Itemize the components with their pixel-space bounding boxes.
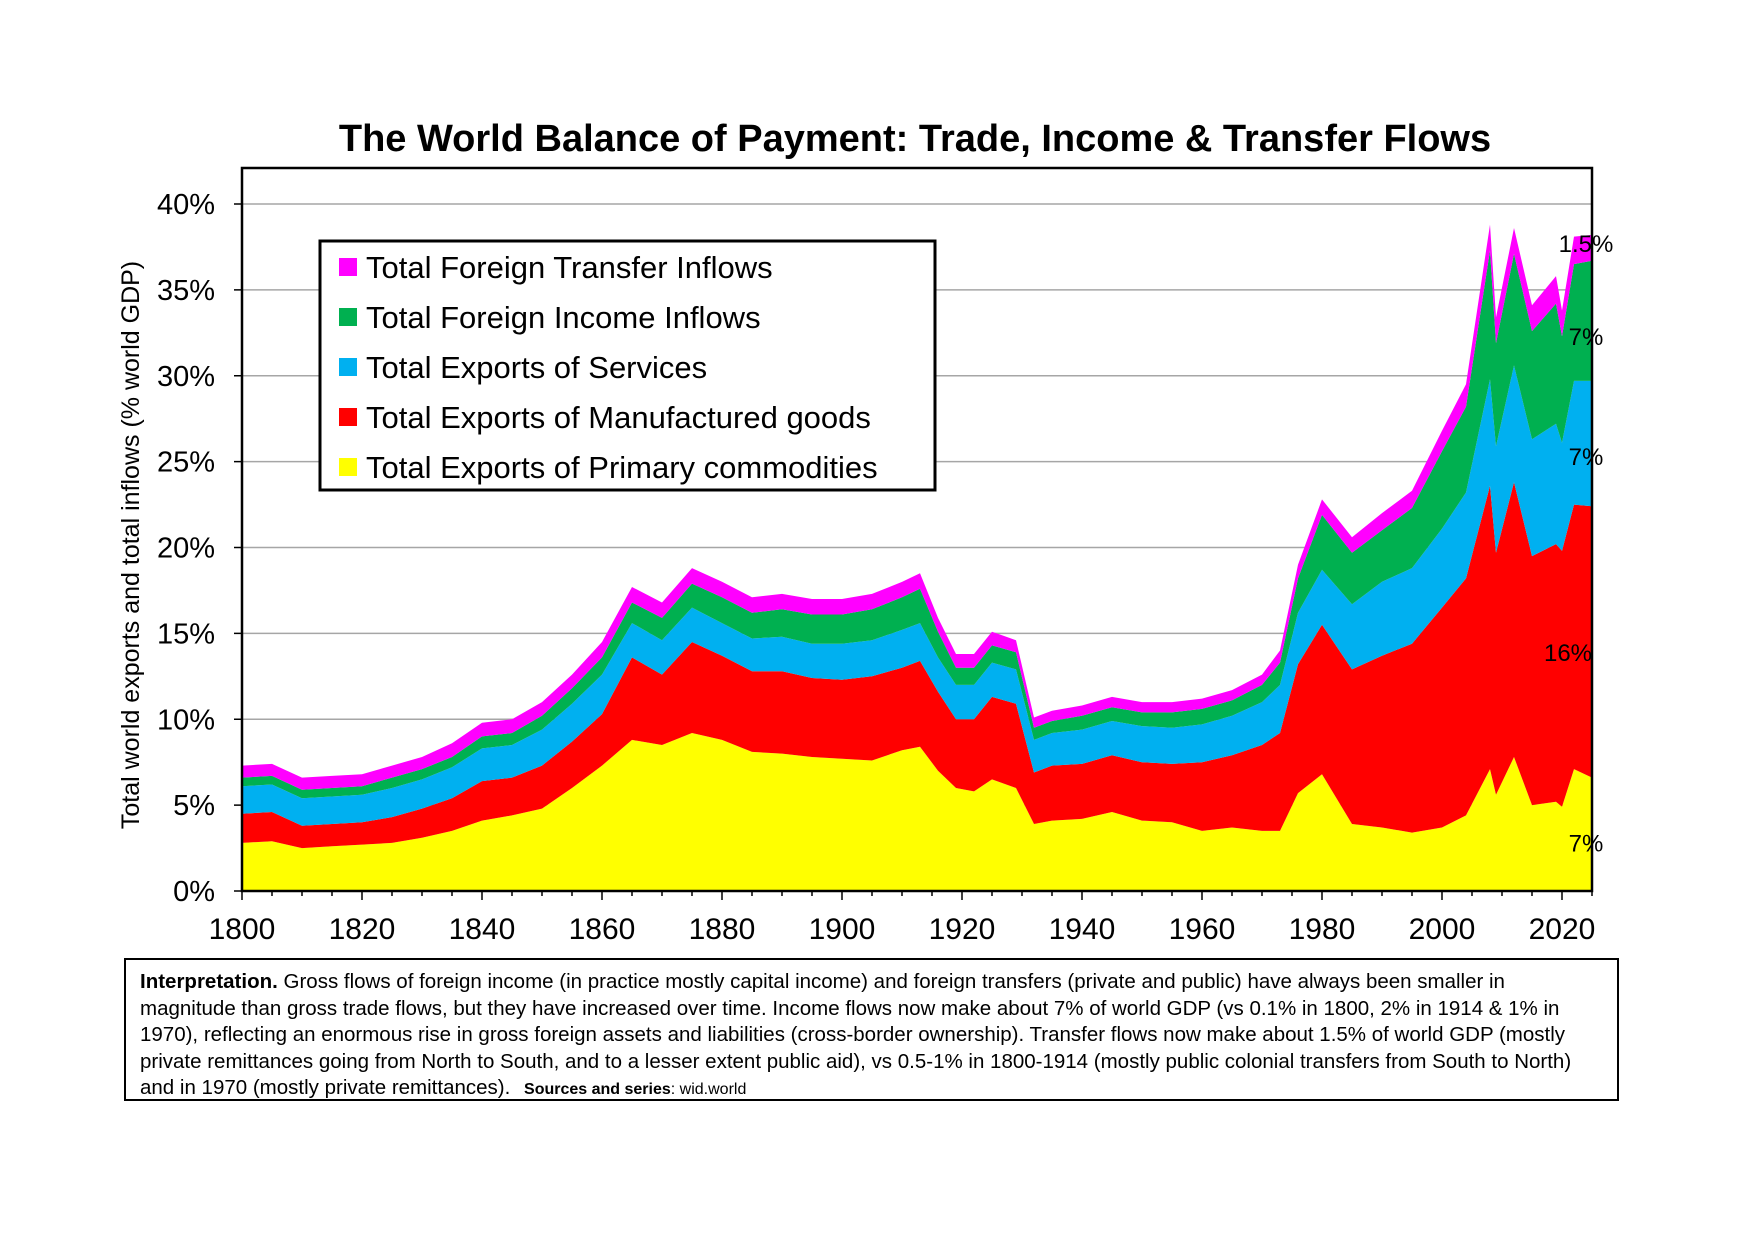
area-series-2 — [242, 365, 1592, 826]
x-tick-label: 1960 — [1169, 913, 1236, 946]
y-axis-label: Total world exports and total inflows (%… — [117, 261, 145, 829]
y-tick-label: 25% — [157, 447, 215, 479]
x-tick-label: 1820 — [329, 913, 396, 946]
value-annotation: 7% — [1569, 830, 1604, 857]
y-tick-label: 0% — [173, 876, 215, 908]
area-series-0 — [242, 733, 1592, 891]
value-annotations: 1.5% 7% 7% 16% 7% — [1544, 231, 1613, 857]
value-annotation: 16% — [1544, 640, 1592, 667]
legend-swatch — [339, 258, 357, 276]
x-tick-label: 1920 — [929, 913, 996, 946]
x-tick-label: 1940 — [1049, 913, 1116, 946]
value-annotation: 1.5% — [1559, 231, 1614, 258]
y-tick-label: 10% — [157, 704, 215, 736]
y-tick-label: 20% — [157, 533, 215, 565]
x-tick-labels: 1800 1820 1840 1860 1880 1900 1920 1940 1960 1980… — [209, 913, 1596, 946]
value-annotation: 7% — [1569, 324, 1604, 351]
legend-swatch — [339, 308, 357, 326]
sources-value: : wid.world — [670, 1081, 747, 1098]
legend-box — [318, 239, 937, 492]
x-tick-label: 1800 — [209, 913, 276, 946]
axes — [234, 166, 1594, 900]
y-tick-label: 30% — [157, 361, 215, 393]
legend-label: Total Exports of Primary commodities — [366, 450, 878, 485]
plot-frame — [240, 166, 1594, 893]
note-body: Gross flows of foreign income (in practi… — [140, 970, 1572, 1099]
legend-swatch — [339, 458, 357, 476]
y-tick-labels: 0% 5% 10% 15% 20% 25% 30% 35% 40% — [157, 189, 215, 908]
note-lead: Interpretation. — [140, 970, 278, 993]
legend-label: Total Foreign Income Inflows — [366, 300, 761, 335]
x-tick-label: 1900 — [809, 913, 876, 946]
x-tick-label: 1980 — [1289, 913, 1356, 946]
y-tick-label: 35% — [157, 275, 215, 307]
chart-title: The World Balance of Payment: Trade, Inc… — [339, 118, 1491, 160]
area-series-3 — [242, 250, 1592, 799]
interpretation-note: Interpretation. Gross flows of foreign i… — [124, 958, 1619, 1101]
x-tick-label: 1860 — [569, 913, 636, 946]
x-tick-label: 1840 — [449, 913, 516, 946]
area-series-4 — [242, 224, 1592, 790]
y-tick-label: 40% — [157, 189, 215, 221]
legend-swatch — [339, 358, 357, 376]
legend-swatch — [339, 408, 357, 426]
y-tick-label: 5% — [173, 790, 215, 822]
sources-label: Sources and series — [524, 1081, 671, 1098]
legend: Total Foreign Transfer Inflows Total Fore… — [318, 239, 937, 492]
area-series-1 — [242, 482, 1592, 849]
value-annotation: 7% — [1569, 444, 1604, 471]
legend-label: Total Exports of Manufactured goods — [366, 400, 871, 435]
x-tick-label: 1880 — [689, 913, 756, 946]
stacked-areas — [242, 224, 1592, 891]
legend-label: Total Foreign Transfer Inflows — [366, 250, 773, 285]
y-tick-label: 15% — [157, 618, 215, 650]
x-tick-label: 2000 — [1409, 913, 1476, 946]
x-tick-label: 2020 — [1529, 913, 1596, 946]
legend-label: Total Exports of Services — [366, 350, 707, 385]
